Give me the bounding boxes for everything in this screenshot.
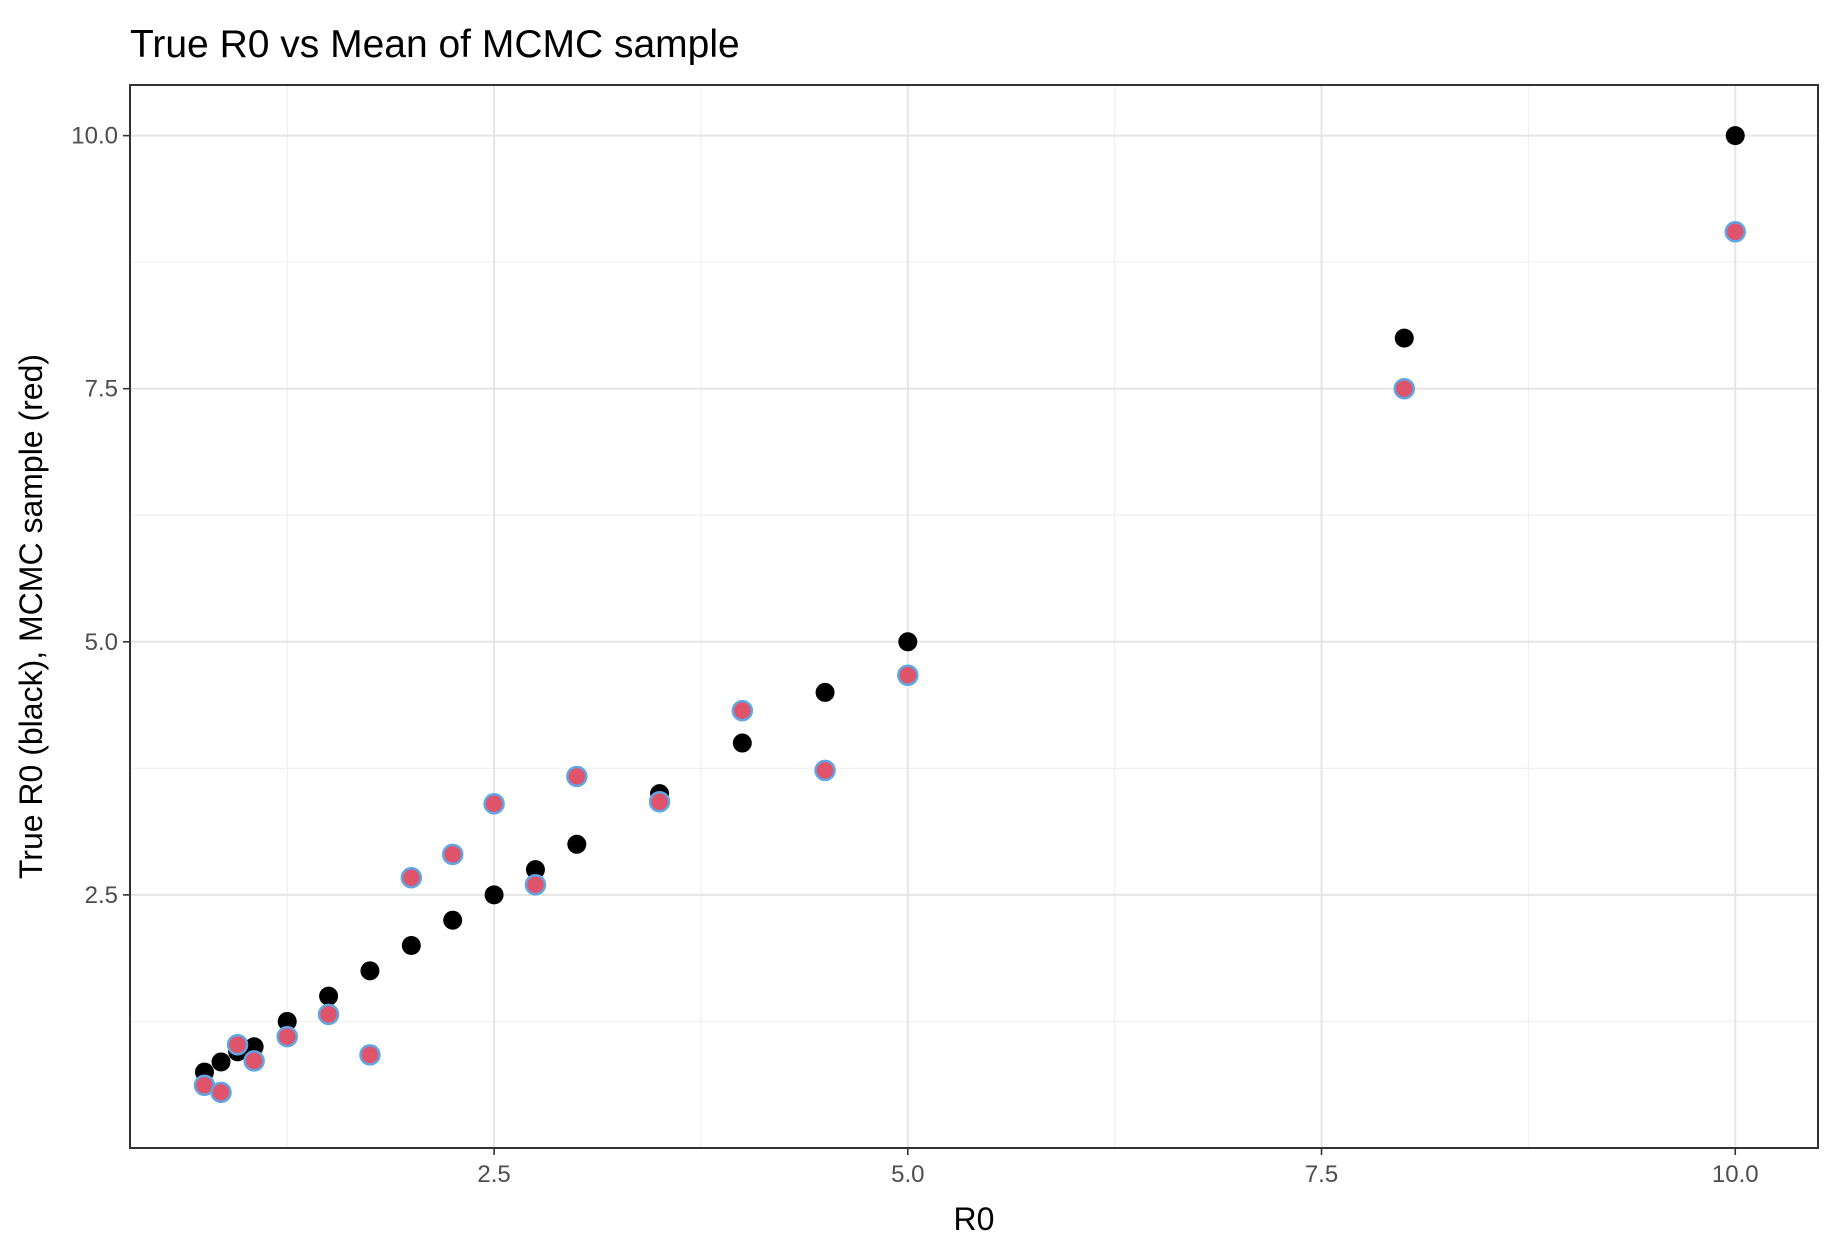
axes: 2.5 5.0 7.5 10.0 2.5 5.0 7.5 10.0 xyxy=(71,123,1758,1188)
x-tick-label: 7.5 xyxy=(1305,1161,1338,1188)
mcmc-mean-point xyxy=(359,1044,381,1066)
y-tick-label: 2.5 xyxy=(85,882,118,909)
mcmc-mean-point xyxy=(276,1025,298,1048)
true-r0-point xyxy=(211,1052,231,1072)
data-points xyxy=(193,126,1747,1104)
y-tick-label: 5.0 xyxy=(85,629,118,656)
plot-panel-border xyxy=(129,84,1819,1149)
true-r0-point xyxy=(1394,328,1414,348)
mcmc-mean-point xyxy=(317,1003,340,1026)
true-r0-point xyxy=(443,910,463,930)
x-tick-label: 2.5 xyxy=(477,1161,510,1188)
true-r0-point xyxy=(401,936,421,956)
true-r0-point xyxy=(898,632,918,652)
true-r0-point xyxy=(1725,126,1745,146)
true-r0-point xyxy=(525,860,545,880)
true-r0-point xyxy=(319,986,339,1006)
true-r0-point xyxy=(815,682,835,702)
mcmc-mean-point xyxy=(1724,221,1747,243)
x-tick-label: 5.0 xyxy=(891,1161,924,1188)
mcmc-mean-point xyxy=(226,1033,249,1056)
x-tick-label: 10.0 xyxy=(1712,1161,1759,1188)
true-r0-points xyxy=(194,126,1745,1082)
mcmc-mean-point xyxy=(1393,377,1416,400)
true-r0-point xyxy=(484,885,504,905)
grid xyxy=(130,85,1818,1148)
y-tick-label: 7.5 xyxy=(85,376,118,403)
true-r0-point xyxy=(732,733,752,753)
mcmc-mean-point xyxy=(483,793,505,815)
y-tick-label: 10.0 xyxy=(71,123,118,150)
true-r0-point xyxy=(277,1011,297,1031)
mcmc-mean-point xyxy=(243,1050,265,1072)
mcmc-mean-point xyxy=(400,866,423,889)
mcmc-mean-point xyxy=(648,791,671,813)
mcmc-mean-point xyxy=(731,699,754,722)
mcmc-mean-point xyxy=(210,1081,232,1104)
mcmc-mean-point xyxy=(524,874,547,896)
x-axis-title: R0 xyxy=(954,1201,995,1237)
mcmc-mean-point xyxy=(566,765,588,788)
y-axis-title: True R0 (black), MCMC sample (red) xyxy=(13,354,49,879)
chart-title: True R0 vs Mean of MCMC sample xyxy=(130,23,740,66)
mcmc-mean-point xyxy=(814,759,836,782)
true-r0-point xyxy=(567,834,587,854)
mcmc-mean-points xyxy=(193,221,1747,1104)
true-r0-point xyxy=(360,961,380,981)
mcmc-mean-point xyxy=(897,664,919,686)
mcmc-mean-point xyxy=(441,843,464,866)
